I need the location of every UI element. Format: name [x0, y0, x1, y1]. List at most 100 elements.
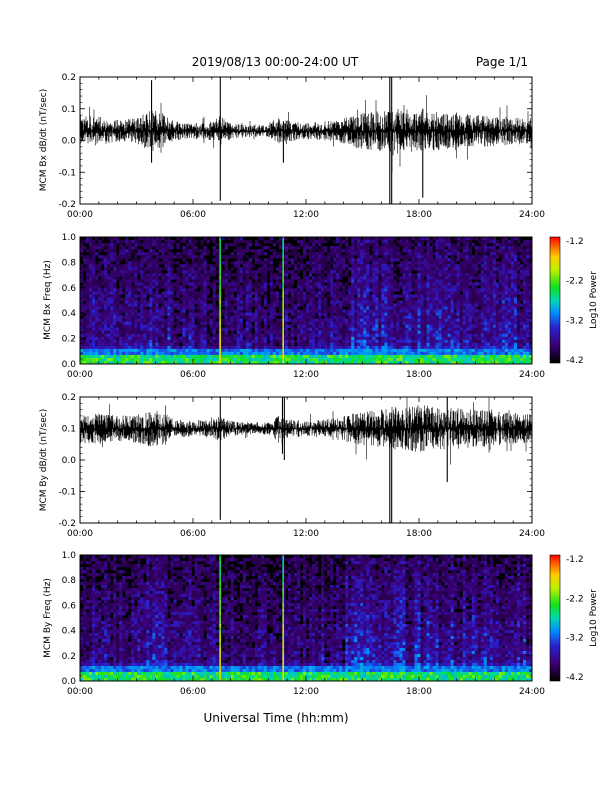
- heatmap-cell: [284, 279, 289, 283]
- heatmap-cell: [405, 330, 409, 335]
- heatmap-cell: [333, 240, 337, 244]
- heatmap-cell: [444, 309, 448, 313]
- heatmap-cell: [98, 351, 102, 356]
- heatmap-cell: [357, 318, 361, 322]
- heatmap-cell: [366, 354, 370, 359]
- heatmap-cell: [206, 321, 210, 325]
- heatmap-cell: [312, 276, 316, 280]
- heatmap-cell: [83, 330, 87, 335]
- heatmap-cell: [221, 285, 225, 289]
- heatmap-cell: [221, 237, 225, 241]
- heatmap-cell: [287, 345, 292, 350]
- heatmap-cell: [336, 282, 340, 286]
- heatmap-cell: [194, 342, 198, 347]
- heatmap-cell: [254, 273, 259, 277]
- heatmap-cell: [342, 297, 346, 301]
- heatmap-cell: [312, 264, 316, 268]
- heatmap-cell: [468, 288, 473, 292]
- heatmap-cell: [465, 282, 470, 286]
- heatmap-cell: [426, 276, 430, 280]
- heatmap-cell: [318, 336, 322, 341]
- heatmap-cell: [321, 291, 325, 295]
- heatmap-cell: [197, 324, 201, 329]
- heatmap-cell: [122, 345, 126, 350]
- heatmap-cell: [468, 354, 473, 359]
- heatmap-cell: [140, 342, 144, 347]
- heatmap-cell: [119, 255, 123, 259]
- heatmap-cell: [233, 321, 237, 325]
- heatmap-cell: [290, 306, 295, 310]
- heatmap-cell: [188, 345, 192, 350]
- heatmap-cell: [299, 297, 304, 301]
- heatmap-cell: [369, 360, 373, 365]
- heatmap-cell: [417, 285, 421, 289]
- heatmap-cell: [152, 300, 156, 304]
- heatmap-cell: [372, 318, 376, 322]
- heatmap-cell: [462, 240, 466, 244]
- heatmap-cell: [89, 351, 93, 356]
- heatmap-cell: [245, 288, 250, 292]
- heatmap-cell: [95, 276, 99, 280]
- heatmap-cell: [360, 342, 364, 347]
- heatmap-cell: [450, 300, 454, 304]
- heatmap-cell: [116, 294, 120, 298]
- heatmap-cell: [113, 342, 117, 347]
- heatmap-cell: [107, 291, 111, 295]
- heatmap-cell: [387, 267, 391, 271]
- heatmap-cell: [200, 336, 204, 341]
- heatmap-cell: [420, 309, 424, 313]
- heatmap-cell: [227, 336, 231, 341]
- heatmap-cell: [315, 306, 319, 310]
- heatmap-cell: [366, 345, 370, 350]
- heatmap-cell: [104, 342, 108, 347]
- heatmap-cell: [378, 291, 382, 295]
- heatmap-cell: [110, 360, 114, 365]
- heatmap-cell: [263, 240, 268, 244]
- heatmap-cell: [245, 321, 250, 325]
- heatmap-cell: [321, 333, 325, 338]
- heatmap-cell: [275, 339, 280, 344]
- heatmap-cell: [399, 282, 403, 286]
- heatmap-cell: [164, 306, 168, 310]
- heatmap-cell: [438, 243, 442, 247]
- heatmap-cell: [179, 285, 183, 289]
- heatmap-cell: [420, 342, 424, 347]
- heatmap-cell: [170, 270, 174, 274]
- heatmap-cell: [140, 336, 144, 341]
- heatmap-cell: [110, 249, 114, 253]
- heatmap-cell: [203, 321, 207, 325]
- heatmap-cell: [248, 261, 253, 265]
- heatmap-cell: [242, 306, 247, 310]
- heatmap-cell: [230, 255, 234, 259]
- heatmap-cell: [384, 249, 388, 253]
- heatmap-cell: [152, 306, 156, 310]
- heatmap-cell: [98, 348, 102, 353]
- heatmap-cell: [194, 330, 198, 335]
- heatmap-cell: [221, 279, 225, 283]
- heatmap-cell: [417, 330, 421, 335]
- heatmap-cell: [107, 339, 111, 344]
- heatmap-cell: [137, 321, 141, 325]
- heatmap-cell: [438, 330, 442, 335]
- heatmap-cell: [275, 240, 280, 244]
- heatmap-cell: [462, 297, 466, 301]
- heatmap-cell: [161, 258, 165, 262]
- heatmap-cell: [387, 333, 391, 338]
- heatmap-cell: [384, 303, 388, 307]
- heatmap-cell: [287, 300, 292, 304]
- heatmap-cell: [444, 303, 448, 307]
- heatmap-cell: [83, 333, 87, 338]
- heatmap-cell: [417, 309, 421, 313]
- heatmap-cell: [426, 294, 430, 298]
- heatmap-cell: [92, 309, 96, 313]
- heatmap-cell: [423, 267, 427, 271]
- heatmap-cell: [351, 255, 355, 259]
- heatmap-cell: [191, 336, 195, 341]
- heatmap-cell: [191, 345, 195, 350]
- heatmap-cell: [318, 327, 322, 332]
- heatmap-cell: [441, 357, 445, 362]
- heatmap-cell: [447, 237, 451, 241]
- heatmap-cell: [378, 273, 382, 277]
- heatmap-cell: [444, 342, 448, 347]
